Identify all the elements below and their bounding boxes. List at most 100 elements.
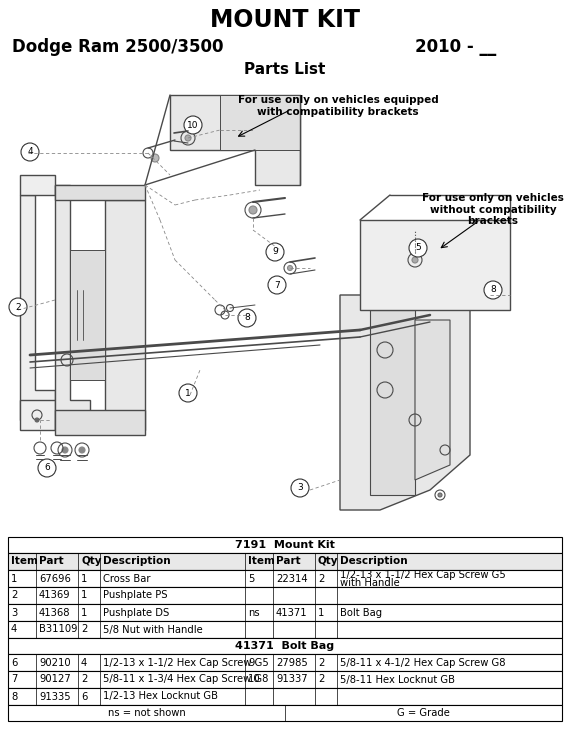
Text: 8: 8 <box>11 692 17 702</box>
Text: Qty: Qty <box>81 556 101 567</box>
Text: Description: Description <box>103 556 170 567</box>
Bar <box>8 604 562 621</box>
Bar <box>8 638 562 654</box>
Polygon shape <box>360 220 510 310</box>
Circle shape <box>184 116 202 134</box>
Text: 3: 3 <box>11 607 17 618</box>
Text: 3: 3 <box>297 483 303 492</box>
Text: 4: 4 <box>81 658 87 667</box>
Text: 22314: 22314 <box>276 573 308 584</box>
Bar <box>8 671 562 688</box>
Text: 2: 2 <box>81 675 87 685</box>
Bar <box>8 537 562 553</box>
Text: 7: 7 <box>11 675 17 685</box>
Text: 91337: 91337 <box>276 675 308 685</box>
Text: 1/2-13 x 1-1/2 Hex Cap Screw G5: 1/2-13 x 1-1/2 Hex Cap Screw G5 <box>103 658 268 667</box>
Text: 91335: 91335 <box>39 692 71 702</box>
Circle shape <box>179 384 197 402</box>
Text: 8: 8 <box>244 314 250 323</box>
Text: For use only on vehicles equipped
with compatibility brackets: For use only on vehicles equipped with c… <box>238 95 438 117</box>
Text: 1: 1 <box>318 607 324 618</box>
Circle shape <box>238 309 256 327</box>
Polygon shape <box>55 185 145 200</box>
Text: Cross Bar: Cross Bar <box>103 573 150 584</box>
Text: 1: 1 <box>81 607 87 618</box>
Bar <box>8 688 562 705</box>
Text: Item: Item <box>11 556 38 567</box>
Text: Parts List: Parts List <box>245 62 325 77</box>
Text: Pushplate DS: Pushplate DS <box>103 607 169 618</box>
Text: 1/2-13 x 1-1/2 Hex Cap Screw G5: 1/2-13 x 1-1/2 Hex Cap Screw G5 <box>340 570 506 579</box>
Text: 2: 2 <box>318 573 324 584</box>
Text: Item: Item <box>248 556 275 567</box>
Bar <box>8 654 562 671</box>
Text: 5/8-11 x 1-3/4 Hex Cap Screw G8: 5/8-11 x 1-3/4 Hex Cap Screw G8 <box>103 675 268 685</box>
Text: 2: 2 <box>318 658 324 667</box>
Text: 2: 2 <box>318 675 324 685</box>
Bar <box>8 587 562 604</box>
Polygon shape <box>340 295 470 510</box>
Text: 27985: 27985 <box>276 658 308 667</box>
Polygon shape <box>20 400 55 430</box>
Circle shape <box>79 447 85 453</box>
Text: B31109: B31109 <box>39 624 78 635</box>
Text: 5: 5 <box>415 244 421 252</box>
Text: ns: ns <box>248 607 259 618</box>
Polygon shape <box>370 310 415 495</box>
Text: 5: 5 <box>248 573 254 584</box>
Text: 6: 6 <box>44 463 50 472</box>
Polygon shape <box>55 185 90 430</box>
Text: 2: 2 <box>11 590 17 601</box>
Text: 1/2-13 Hex Locknut GB: 1/2-13 Hex Locknut GB <box>103 692 218 702</box>
Text: Qty: Qty <box>318 556 339 567</box>
Text: 5/8 Nut with Handle: 5/8 Nut with Handle <box>103 624 203 635</box>
Circle shape <box>35 418 39 422</box>
Text: For use only on vehicles
without compatibility
brackets: For use only on vehicles without compati… <box>422 193 564 227</box>
Polygon shape <box>415 320 450 480</box>
Text: 5/8-11 x 4-1/2 Hex Cap Screw G8: 5/8-11 x 4-1/2 Hex Cap Screw G8 <box>340 658 506 667</box>
Text: 7191  Mount Kit: 7191 Mount Kit <box>235 540 335 550</box>
Text: 2: 2 <box>81 624 87 635</box>
Text: with Handle: with Handle <box>340 578 400 587</box>
Circle shape <box>185 135 191 141</box>
Polygon shape <box>170 95 300 185</box>
Text: 4: 4 <box>27 148 33 156</box>
Polygon shape <box>20 175 55 195</box>
Text: 10: 10 <box>188 120 199 129</box>
Text: 41368: 41368 <box>39 607 71 618</box>
Text: 41369: 41369 <box>39 590 71 601</box>
Text: 41371: 41371 <box>276 607 308 618</box>
Text: Part: Part <box>39 556 64 567</box>
Text: 2010 - __: 2010 - __ <box>415 38 496 56</box>
Polygon shape <box>220 95 300 150</box>
Circle shape <box>249 206 257 214</box>
Circle shape <box>484 281 502 299</box>
Text: 9: 9 <box>272 247 278 257</box>
Text: 90210: 90210 <box>39 658 71 667</box>
Text: 10: 10 <box>248 675 260 685</box>
Text: Description: Description <box>340 556 408 567</box>
Circle shape <box>62 447 68 453</box>
Text: 1: 1 <box>185 388 191 398</box>
Bar <box>8 570 562 587</box>
Text: Part: Part <box>276 556 300 567</box>
Bar <box>8 705 562 721</box>
Text: 8: 8 <box>490 286 496 294</box>
Circle shape <box>287 266 292 271</box>
Circle shape <box>9 298 27 316</box>
Polygon shape <box>55 410 145 435</box>
Circle shape <box>266 243 284 261</box>
Circle shape <box>438 493 442 497</box>
Text: 90127: 90127 <box>39 675 71 685</box>
Circle shape <box>412 257 418 263</box>
Circle shape <box>151 154 159 162</box>
Circle shape <box>38 459 56 477</box>
Text: 9: 9 <box>248 658 254 667</box>
Text: 1: 1 <box>81 590 87 601</box>
Text: 1: 1 <box>11 573 17 584</box>
Circle shape <box>21 143 39 161</box>
Polygon shape <box>105 200 145 430</box>
Text: MOUNT KIT: MOUNT KIT <box>210 8 360 32</box>
Text: 5/8-11 Hex Locknut GB: 5/8-11 Hex Locknut GB <box>340 675 455 685</box>
Bar <box>8 621 562 638</box>
